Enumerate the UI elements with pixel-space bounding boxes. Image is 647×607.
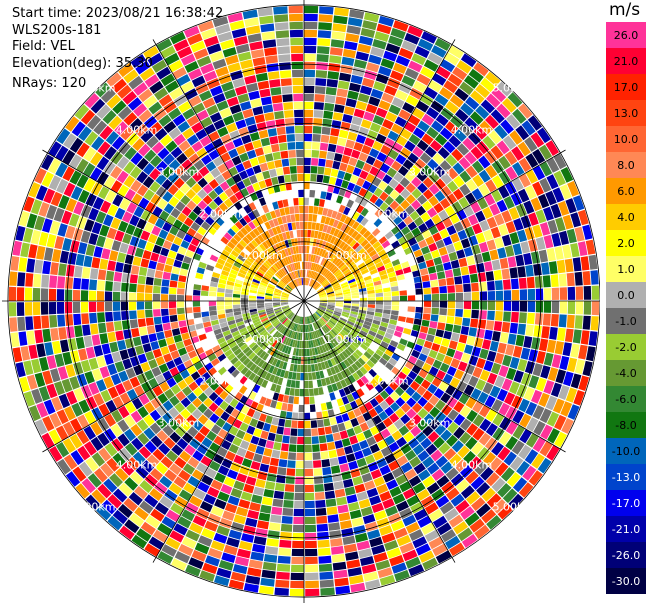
colorbar-tick-label: 21.0 [614, 55, 639, 68]
colorbar-swatch [606, 360, 646, 386]
range-ring-label: 4.00km [451, 124, 493, 137]
range-ring-label: 3.00km [158, 417, 200, 430]
plot-info: Start time: 2023/08/21 16:38:42 WLS200s-… [12, 6, 223, 93]
colorbar-tick-label: 26.0 [614, 29, 639, 42]
colorbar-tick-label: 6.0 [617, 185, 635, 198]
colorbar-swatch [606, 464, 646, 490]
range-ring-labels: 1.00km 1.00km 1.00km 1.00km 2.00km 2.00km 2.00… [74, 82, 534, 514]
nrays: NRays: 120 [12, 76, 87, 91]
range-ring-label: 2.00km [199, 375, 241, 388]
colorbar-swatch [606, 100, 646, 126]
colorbar-swatch [606, 516, 646, 542]
colorbar-swatch [606, 334, 646, 360]
colorbar-tick-label: 0.0 [617, 289, 635, 302]
colorbar-swatch [606, 48, 646, 74]
colorbar-tick-label: -30.0 [612, 575, 640, 588]
colorbar-swatch [606, 126, 646, 152]
range-ring-label: 1.00km [241, 333, 283, 346]
colorbar-tick-label: -10.0 [612, 445, 640, 458]
radar-gates [8, 5, 600, 597]
colorbar-tick-label: 4.0 [617, 211, 635, 224]
instrument-name: WLS200s-181 [12, 22, 102, 38]
range-ring-label: 5.00km [74, 500, 116, 513]
colorbar-tick-label: 17.0 [614, 81, 639, 94]
colorbar-unit: m/s [609, 0, 641, 20]
range-ring [66, 63, 542, 539]
colorbar-swatch [606, 282, 646, 308]
colorbar-swatch [606, 22, 646, 48]
colorbar-swatch [606, 230, 646, 256]
range-ring-label: 3.00km [158, 165, 200, 178]
range-ring-label: 5.00km [74, 82, 116, 95]
colorbar-swatch [606, 308, 646, 334]
range-ring-label: 5.00km [493, 82, 535, 95]
range-ring-label: 5.00km [493, 500, 535, 513]
colorbar-tick-label: -8.0 [615, 419, 636, 432]
colorbar-swatch [606, 178, 646, 204]
range-ring-label: 4.00km [116, 458, 158, 471]
colorbar-tick-label: 10.0 [614, 133, 639, 146]
range-ring-label: 4.00km [451, 458, 493, 471]
range-rings [7, 4, 600, 598]
colorbar-tick-label: -2.0 [615, 341, 636, 354]
colorbar-tick-label: -21.0 [612, 523, 640, 536]
range-ring [125, 122, 483, 480]
colorbar-swatch [606, 542, 646, 568]
colorbar-tick-label: 2.0 [617, 237, 635, 250]
range-ring [7, 4, 600, 598]
colorbar-swatch [606, 438, 646, 464]
ppi-velocity-plot: 1.00km 1.00km 1.00km 1.00km 2.00km 2.00km 2.00… [2, 0, 600, 603]
colorbar-swatch [606, 568, 646, 594]
colorbar-swatch [606, 490, 646, 516]
range-ring-label: 1.00km [241, 249, 283, 262]
range-ring-label: 2.00km [367, 375, 409, 388]
range-ring [185, 182, 423, 420]
colorbar-swatch [606, 152, 646, 178]
field-name: Field: VEL [12, 39, 75, 54]
range-ring [244, 241, 364, 361]
colorbar-tick-label: -1.0 [615, 315, 636, 328]
colorbar-swatch [606, 386, 646, 412]
start-time: Start time: 2023/08/21 16:38:42 [12, 6, 224, 21]
colorbar-tick-label: -13.0 [612, 471, 640, 484]
colorbar: 26.0 21.0 17.0 13.0 10.0 8.0 6.0 4.0 2.0 1.0 0.0 -1… [606, 22, 646, 594]
colorbar-swatch [606, 74, 646, 100]
range-ring-label: 4.00km [116, 124, 158, 137]
colorbar-swatch [606, 412, 646, 438]
colorbar-tick-label: -6.0 [615, 393, 636, 406]
colorbar-tick-label: 1.0 [617, 263, 635, 276]
range-ring-label: 1.00km [325, 249, 367, 262]
range-ring-label: 1.00km [325, 333, 367, 346]
elevation: Elevation(deg): 35.30 [12, 55, 153, 71]
range-ring-label: 2.00km [367, 207, 409, 220]
range-ring-label: 3.00km [409, 165, 451, 178]
ray-lines [2, 0, 600, 603]
colorbar-tick-label: 13.0 [614, 107, 639, 120]
range-ring-label: 3.00km [409, 417, 451, 430]
range-ring-label: 2.00km [199, 207, 241, 220]
colorbar-tick-label: -26.0 [612, 549, 640, 562]
colorbar-tick-label: 8.0 [617, 159, 635, 172]
colorbar-swatch [606, 256, 646, 282]
radial-line [152, 39, 456, 563]
colorbar-tick-label: -17.0 [612, 497, 640, 510]
colorbar-tick-label: -4.0 [615, 367, 636, 380]
colorbar-swatch [606, 204, 646, 230]
